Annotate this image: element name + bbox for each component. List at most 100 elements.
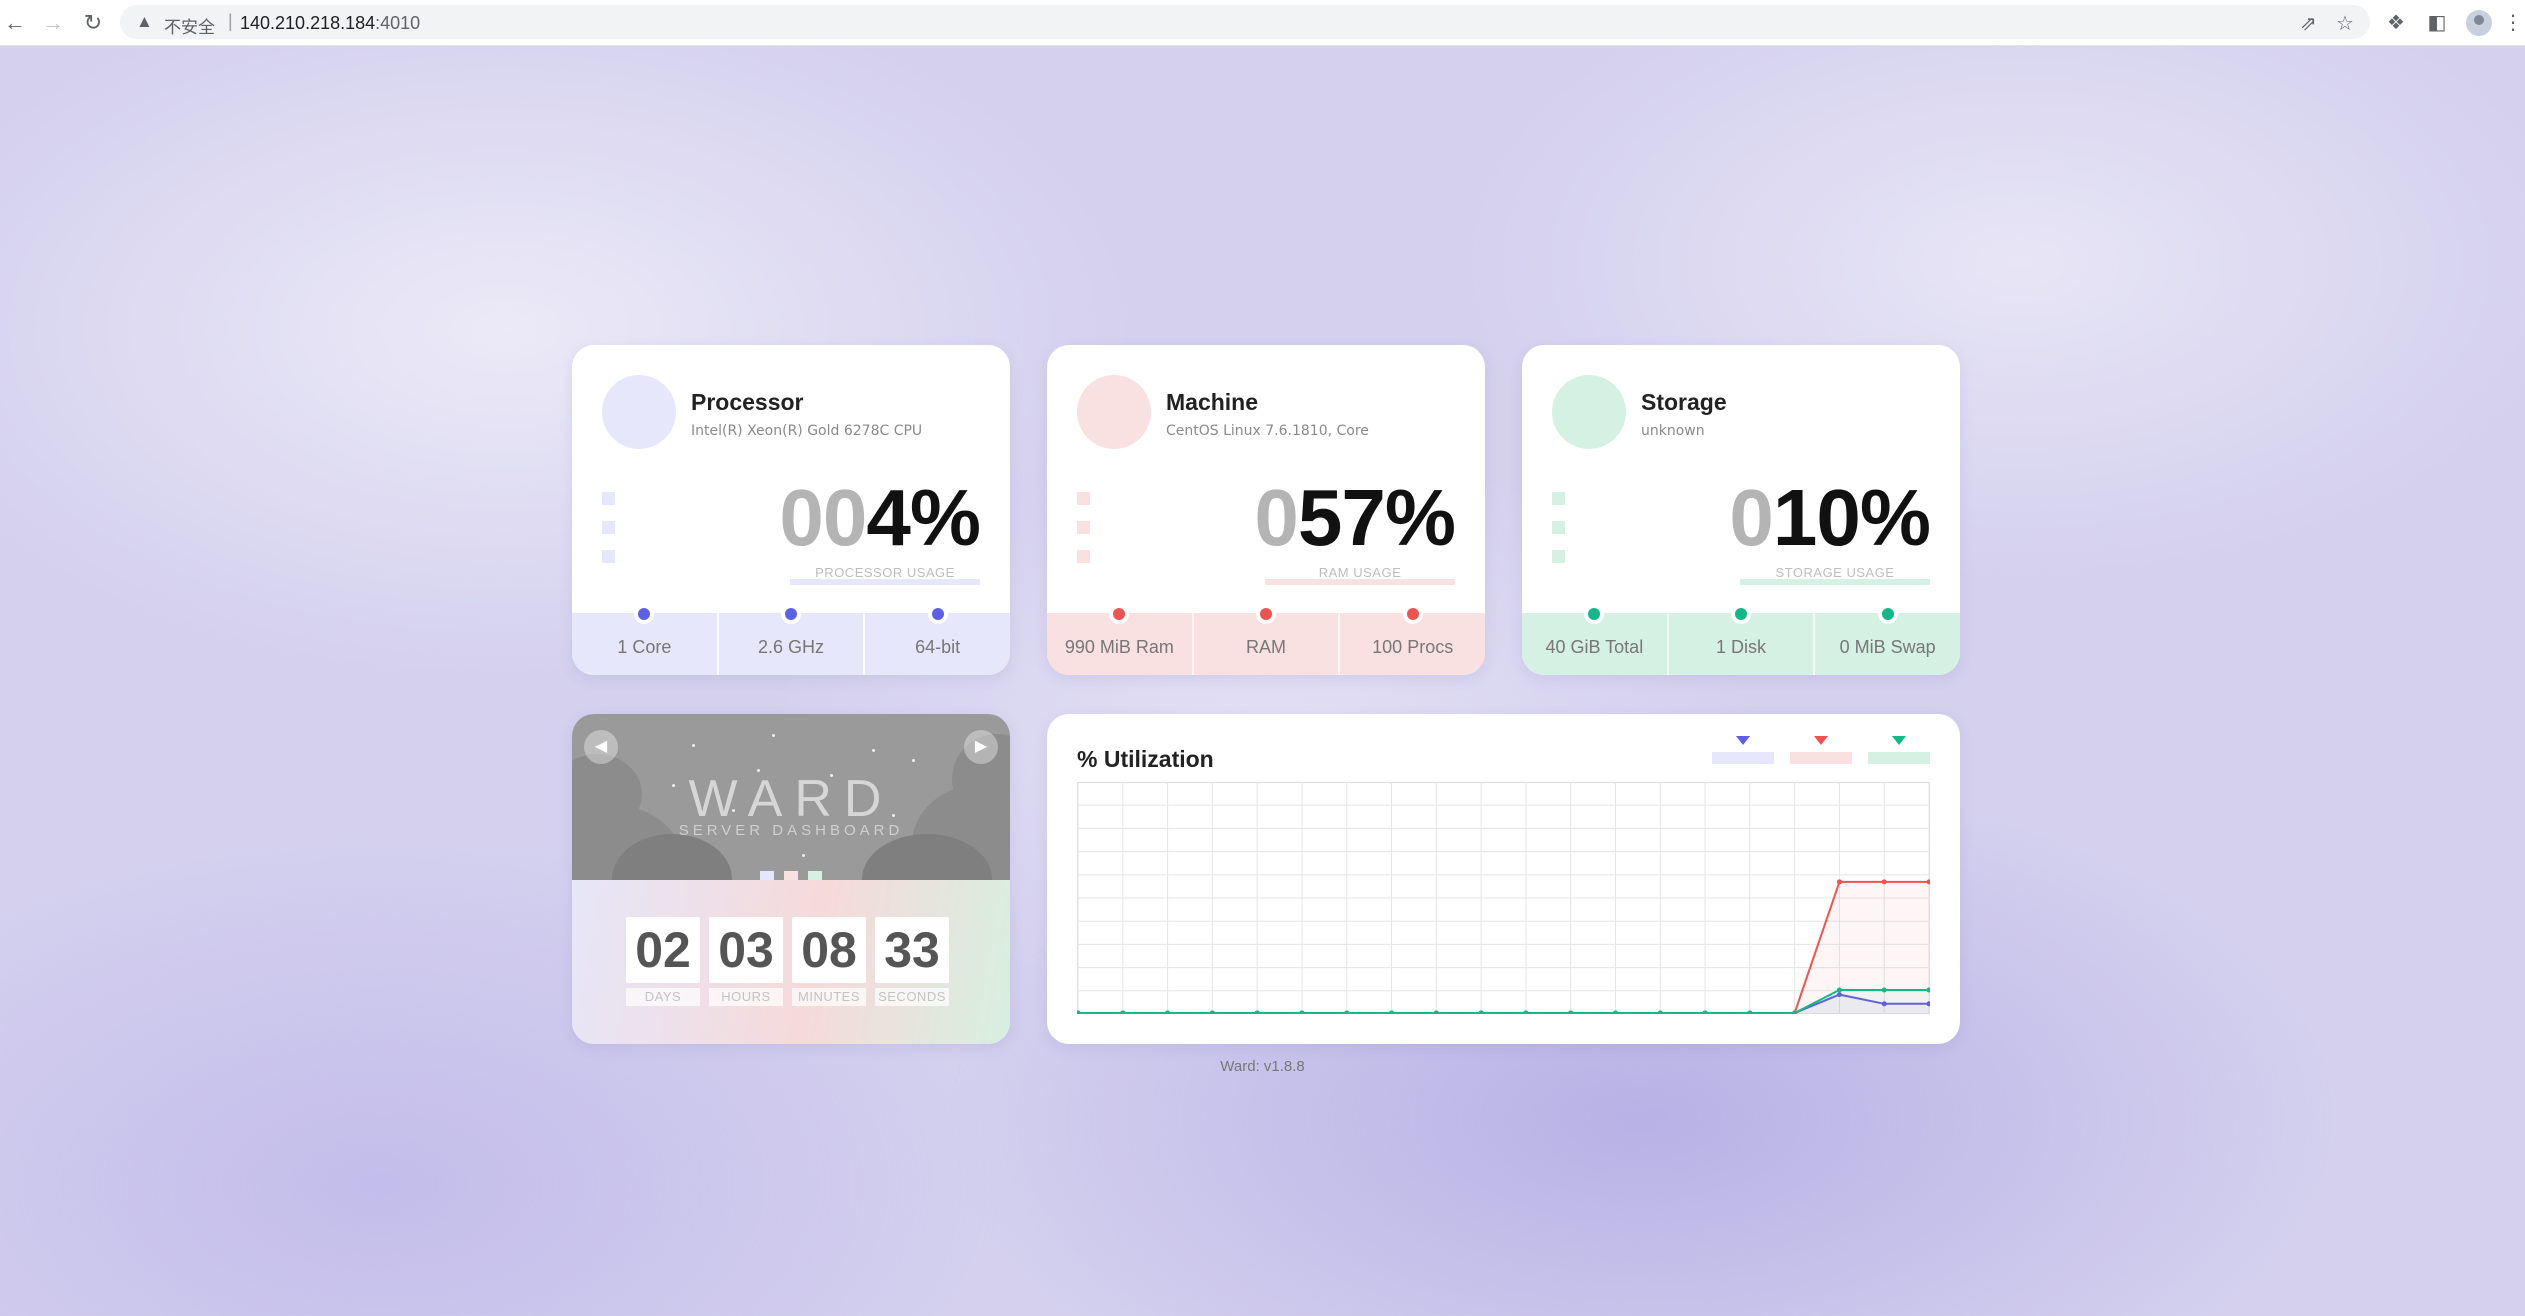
machine-subtitle: CentOS Linux 7.6.1810, Core (1166, 423, 1369, 439)
url-text[interactable]: 140.210.218.184:4010 (240, 13, 420, 34)
chart-point (1747, 1010, 1753, 1014)
chart-point (1433, 1010, 1439, 1014)
processor-stat: 64-bit (865, 604, 1010, 675)
chart-point (1478, 1010, 1484, 1014)
machine-usage-caption: RAM USAGE (1318, 565, 1402, 580)
next-arrow-icon[interactable]: ▶ (964, 730, 998, 764)
uptime-value: 03 (709, 917, 783, 983)
extensions-icon[interactable]: ❖ (2387, 12, 2405, 34)
legend-processor[interactable] (1712, 736, 1774, 764)
address-bar[interactable]: ▲ 不安全 | 140.210.218.184:4010 ⇗ ☆ (120, 5, 2370, 39)
legend-marker-icon (1814, 736, 1828, 745)
browser-toolbar: ← → ↻ ▲ 不安全 | 140.210.218.184:4010 ⇗ ☆ ❖… (0, 0, 2525, 46)
chart-point (1299, 1010, 1305, 1014)
legend-marker-icon (1736, 736, 1750, 745)
processor-icon (602, 375, 676, 449)
chart-point (1881, 1001, 1887, 1007)
chart-point (1120, 1010, 1126, 1014)
uptime-label: HOURS (709, 988, 783, 1006)
share-icon[interactable]: ⇗ (2300, 13, 2317, 35)
chart-point (1881, 987, 1887, 993)
chart-point (1209, 1010, 1215, 1014)
storage-stats: 40 GiB Total 1 Disk 0 MiB Swap (1522, 604, 1960, 675)
url-port: :4010 (375, 13, 421, 33)
storage-subtitle: unknown (1641, 423, 1705, 439)
processor-stats: 1 Core 2.6 GHz 64-bit (572, 604, 1010, 675)
storage-usage-ladder (1552, 492, 1565, 579)
percent-value: 57% (1297, 473, 1456, 562)
ward-banner: WARD SERVER DASHBOARD ◀ ▶ (572, 714, 1010, 880)
storage-title: Storage (1641, 389, 1727, 415)
uptime-value: 08 (792, 917, 866, 983)
uptime-label: DAYS (626, 988, 700, 1006)
uptime-label: MINUTES (792, 988, 866, 1006)
percent-lead: 0 (1254, 473, 1298, 562)
prev-arrow-icon[interactable]: ◀ (584, 730, 618, 764)
uptime-seconds: 33 SECONDS (875, 917, 949, 1006)
machine-stat: 100 Procs (1340, 604, 1485, 675)
security-label[interactable]: 不安全 (164, 18, 215, 38)
chart-point (1836, 987, 1842, 993)
storage-stat: 40 GiB Total (1522, 604, 1669, 675)
menu-icon[interactable]: ⋮ (2503, 12, 2523, 34)
chart-point (1344, 1010, 1350, 1014)
uptime-days: 02 DAYS (626, 917, 700, 1006)
legend-storage[interactable] (1868, 736, 1930, 764)
stat-label: 0 MiB Swap (1839, 637, 1936, 657)
percent-value: 4% (866, 473, 981, 562)
chart-point (1657, 1010, 1663, 1014)
chart-title: % Utilization (1077, 746, 1214, 772)
chart-point (1568, 1010, 1574, 1014)
forward-icon[interactable]: → (42, 10, 64, 35)
stat-dot (1584, 604, 1605, 624)
legend-swatch (1790, 752, 1852, 764)
processor-usage-ladder (602, 492, 615, 579)
legend-swatch (1712, 752, 1774, 764)
percent-lead: 0 (1729, 473, 1773, 562)
back-icon[interactable]: ← (4, 10, 26, 35)
stat-dot (1109, 604, 1130, 624)
star-dot (830, 774, 833, 777)
processor-usage-underline (790, 579, 980, 585)
processor-usage-caption: PROCESSOR USAGE (815, 565, 955, 580)
machine-usage-underline (1265, 579, 1455, 585)
stat-label: 2.6 GHz (757, 637, 825, 657)
chart-point (1523, 1010, 1529, 1014)
reload-icon[interactable]: ↻ (83, 10, 103, 35)
uptime-value: 33 (875, 917, 949, 983)
star-dot (672, 784, 675, 787)
chart-point (1836, 879, 1842, 885)
storage-usage-underline (1740, 579, 1930, 585)
chart-point (1702, 1010, 1708, 1014)
uptime-label: SECONDS (875, 988, 949, 1006)
processor-stat: 2.6 GHz (719, 604, 866, 675)
storage-usage-percent: 010% (1729, 478, 1931, 558)
processor-stat: 1 Core (572, 604, 719, 675)
chart-point (1165, 1010, 1171, 1014)
legend-machine[interactable] (1790, 736, 1852, 764)
star-dot (892, 814, 895, 817)
chart-point (1612, 1010, 1618, 1014)
chart-point (1926, 879, 1930, 885)
processor-subtitle: Intel(R) Xeon(R) Gold 6278C CPU (691, 423, 923, 439)
storage-icon (1552, 375, 1626, 449)
storage-stat: 1 Disk (1669, 604, 1816, 675)
legend-marker-icon (1892, 736, 1906, 745)
stat-dot (1877, 604, 1898, 624)
stat-dot (1402, 604, 1423, 624)
profile-avatar[interactable] (2466, 10, 2492, 36)
stat-dot (781, 604, 801, 624)
stat-dot (927, 604, 948, 624)
star-dot (757, 769, 760, 772)
machine-title: Machine (1166, 389, 1259, 415)
chart-point (1836, 992, 1842, 998)
version-label: Ward: v1.8.8 (1220, 1058, 1305, 1075)
uptime-value: 02 (626, 917, 700, 983)
star-icon[interactable]: ☆ (2336, 13, 2354, 35)
side-panel-icon[interactable]: ◧ (2427, 12, 2447, 34)
chart-point (1254, 1010, 1260, 1014)
stat-dot (1731, 604, 1751, 624)
star-dot (692, 744, 695, 747)
url-separator: | (228, 11, 233, 31)
warning-icon[interactable]: ▲ (136, 12, 153, 31)
